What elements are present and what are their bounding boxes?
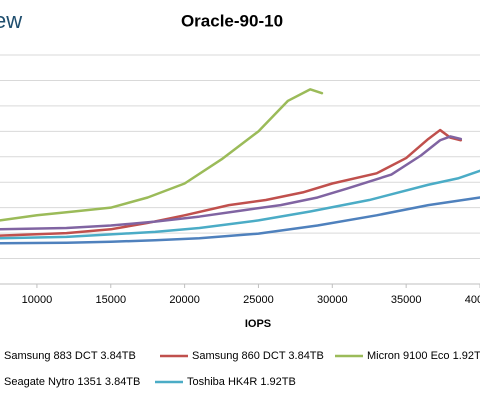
series-line: [0, 169, 480, 240]
logo-fragment: ew: [0, 8, 22, 33]
x-tick-label: 15000: [95, 294, 126, 306]
x-tick-label: 40000: [465, 294, 480, 306]
x-tick-label: 20000: [169, 294, 200, 306]
chart-title: Oracle-90-10: [181, 11, 283, 30]
series-line: [0, 196, 480, 245]
series-line: [0, 128, 463, 237]
legend-label: Micron 9100 Eco 1.92TB: [367, 350, 480, 362]
x-tick-label: 10000: [22, 294, 53, 306]
x-tick-label: 25000: [243, 294, 274, 306]
legend-label: Samsung 883 DCT 3.84TB: [4, 350, 136, 362]
legend-label: Samsung 860 DCT 3.84TB: [192, 350, 324, 362]
legend-label: Toshiba HK4R 1.92TB: [187, 376, 296, 388]
x-tick-label: 35000: [391, 294, 422, 306]
legend-label: Seagate Nytro 1351 3.84TB: [4, 376, 140, 388]
x-tick-label: 30000: [317, 294, 348, 306]
series-line: [0, 135, 463, 231]
series-line: [0, 88, 324, 222]
x-axis-title: IOPS: [245, 318, 271, 330]
